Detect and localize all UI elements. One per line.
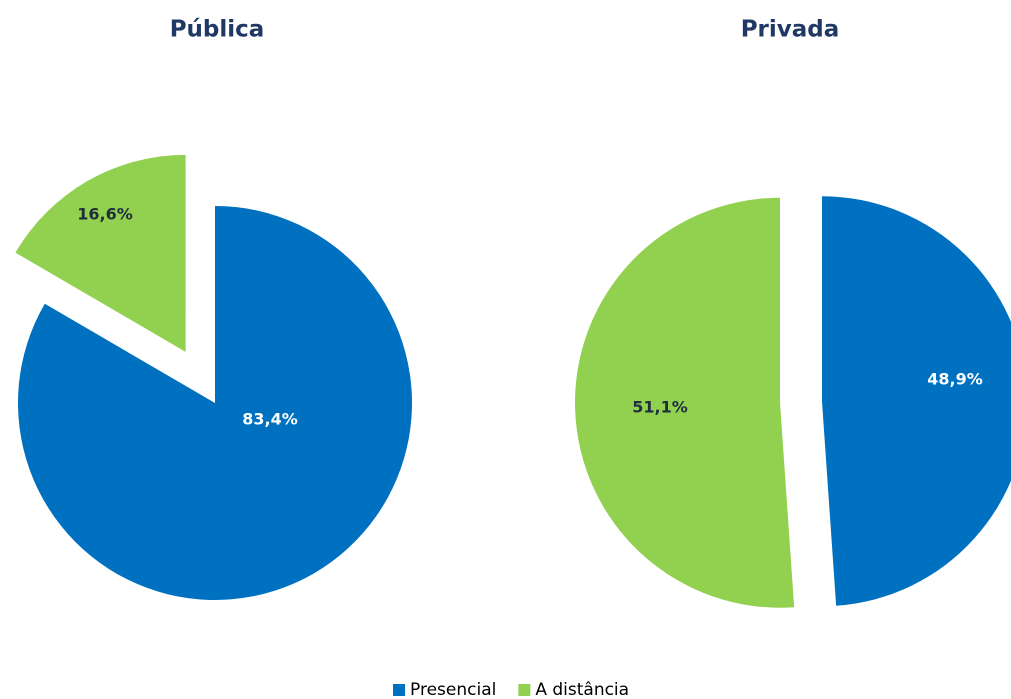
data-label: 83,4% — [242, 410, 298, 429]
legend-swatch — [393, 684, 405, 696]
data-label: 51,1% — [632, 398, 688, 417]
pie-slice — [575, 197, 795, 608]
chart-title: Pública — [170, 17, 265, 43]
pie-slice — [15, 154, 186, 352]
chart-title: Privada — [741, 17, 840, 43]
legend-label: Presencial — [410, 680, 496, 699]
legend-label: A distância — [535, 680, 629, 699]
legend-swatch — [518, 684, 531, 696]
data-label: 48,9% — [927, 370, 983, 389]
data-label: 16,6% — [77, 205, 133, 224]
pie-slice — [821, 196, 1011, 606]
pie-slice — [18, 206, 412, 600]
